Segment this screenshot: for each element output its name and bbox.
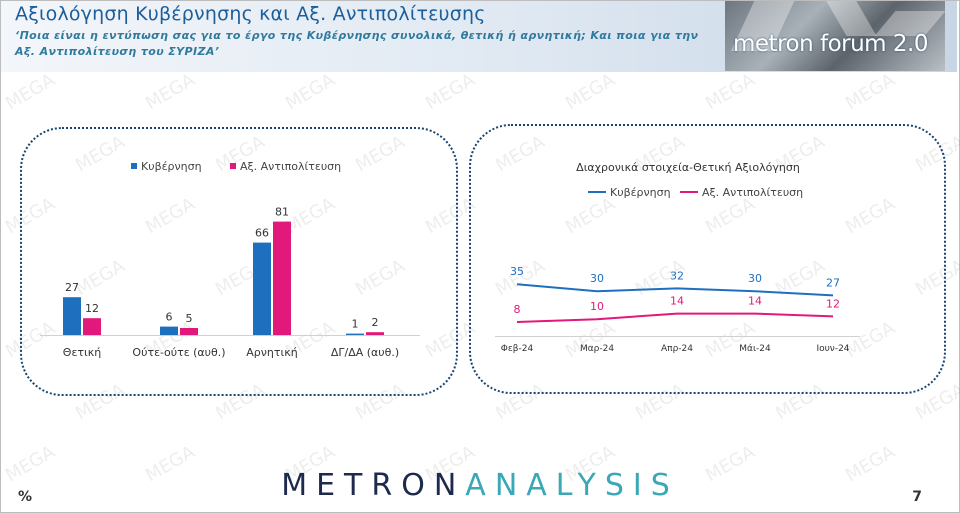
data-label: 14 xyxy=(670,295,684,308)
data-label: 8 xyxy=(514,303,521,316)
bar-value-label: 66 xyxy=(255,227,269,240)
metron-analysis-logo: METRONANALYSIS xyxy=(0,468,960,503)
bar-government xyxy=(253,242,271,335)
x-tick-label: ΔΓ/ΔΑ (αυθ.) xyxy=(331,346,399,359)
bar-opposition xyxy=(83,318,101,335)
unit-label: % xyxy=(18,489,33,505)
x-tick-label: Μάι-24 xyxy=(739,344,771,354)
slide-subtitle: ‘Ποια είναι η εντύπωση σας για το έργο τ… xyxy=(15,29,699,58)
legend-label-opposition: Αξ. Αντιπολίτευση xyxy=(702,186,803,199)
data-label: 27 xyxy=(826,276,840,289)
x-tick-label: Φεβ-24 xyxy=(501,344,534,354)
data-label: 30 xyxy=(590,272,604,285)
legend-label-opposition: Αξ. Αντιπολίτευση xyxy=(240,160,341,173)
x-tick-label: Απρ-24 xyxy=(661,344,693,354)
data-label: 32 xyxy=(670,269,684,282)
data-label: 30 xyxy=(748,272,762,285)
x-tick-label: Θετική xyxy=(63,346,101,359)
bar-value-label: 6 xyxy=(166,311,173,324)
x-tick-label: Αρνητική xyxy=(246,346,297,359)
bar-value-label: 5 xyxy=(186,312,193,325)
bar-value-label: 12 xyxy=(85,302,99,315)
brand-part1: METRON xyxy=(281,468,466,503)
series-line-government xyxy=(516,283,834,297)
legend-label-government: Κυβέρνηση xyxy=(141,160,202,173)
bar-government xyxy=(160,326,178,335)
slide-title: Αξιολόγηση Κυβέρνησης και Αξ. Αντιπολίτε… xyxy=(15,3,486,25)
legend-swatch-government xyxy=(131,163,137,169)
brand-part2: ANALYSIS xyxy=(465,468,679,503)
data-label: 12 xyxy=(826,297,840,310)
bar-value-label: 27 xyxy=(65,281,79,294)
x-tick-label: Μαρ-24 xyxy=(580,344,614,354)
bar-government xyxy=(63,297,81,335)
data-label: 10 xyxy=(590,300,604,313)
bar-chart-panel xyxy=(20,127,458,396)
bar-opposition xyxy=(366,332,384,335)
page-number: 7 xyxy=(912,489,922,505)
series-line-opposition xyxy=(516,312,834,323)
slide-header: Αξιολόγηση Κυβέρνησης και Αξ. Αντιπολίτε… xyxy=(1,1,957,72)
data-label: 35 xyxy=(510,265,524,278)
line-chart-title: Διαχρονικά στοιχεία-Θετική Αξιολόγηση xyxy=(576,161,800,174)
bar-value-label: 1 xyxy=(352,318,359,331)
metron-forum-logo: metron forum 2.0 xyxy=(725,1,945,71)
x-tick-label: Ιουν-24 xyxy=(816,344,849,354)
logo-text: metron forum 2.0 xyxy=(733,31,928,57)
bar-opposition xyxy=(273,221,291,335)
legend-label-government: Κυβέρνηση xyxy=(610,186,671,199)
bar-government xyxy=(346,333,364,335)
bar-value-label: 81 xyxy=(275,206,289,219)
legend-swatch-opposition xyxy=(230,163,236,169)
bar-opposition xyxy=(180,328,198,335)
bar-value-label: 2 xyxy=(372,316,379,329)
data-label: 14 xyxy=(748,295,762,308)
x-tick-label: Ούτε-ούτε (αυθ.) xyxy=(132,346,225,359)
line-chart-panel xyxy=(469,124,946,394)
